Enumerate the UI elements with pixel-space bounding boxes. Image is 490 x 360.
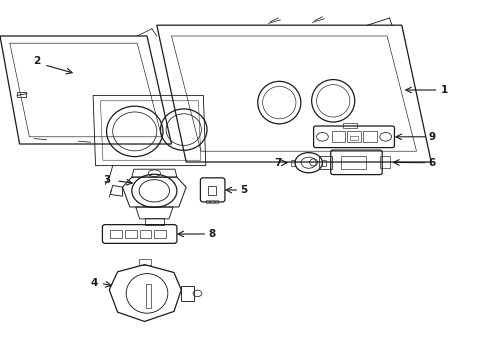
Bar [291,160,295,166]
Bar [140,230,151,238]
Bar [110,230,122,238]
Bar [343,123,357,128]
Bar [206,200,209,203]
Bar [332,131,345,142]
Text: 4: 4 [91,278,98,288]
Text: 9: 9 [429,132,436,142]
Text: 7: 7 [274,158,281,168]
Bar [154,230,166,238]
Text: 1: 1 [441,85,448,95]
Text: 3: 3 [103,175,110,185]
Bar [347,131,361,142]
Bar [145,218,164,225]
Text: 2: 2 [33,56,40,66]
Bar [380,156,390,168]
Bar [363,131,377,142]
Text: 6: 6 [429,158,436,168]
Bar [125,230,137,238]
Bar [208,186,217,195]
Bar [318,156,332,169]
Text: 5: 5 [240,185,247,195]
Bar [210,200,214,203]
Bar [322,160,326,166]
Bar [341,156,366,169]
Bar [139,259,151,265]
Text: 8: 8 [208,229,216,239]
Bar [350,136,358,140]
Bar [146,284,151,308]
Bar [17,92,26,97]
Bar [215,200,218,203]
